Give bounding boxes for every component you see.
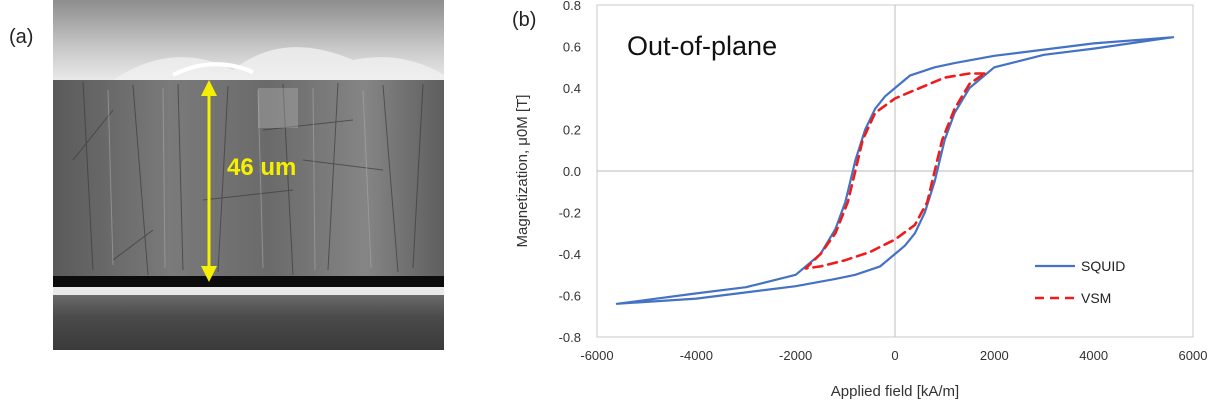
y-tick-label: 0.8 — [563, 0, 581, 13]
y-tick-label: -0.8 — [559, 330, 581, 345]
series-lines — [615, 36, 1175, 305]
y-tick-labels: 0.8 0.6 0.4 0.2 0.0 -0.2 -0.4 -0.6 -0.8 — [559, 0, 581, 345]
sem-cross-section-image: 46 um — [53, 0, 444, 350]
legend: SQUID VSM — [1035, 258, 1125, 306]
legend-label-squid: SQUID — [1081, 258, 1125, 274]
zero-gridlines — [597, 5, 1193, 337]
x-tick-label: 0 — [891, 348, 898, 363]
x-axis-title: Applied field [kA/m] — [831, 383, 959, 400]
hysteresis-chart: (b) 0.8 0.6 0.4 0.2 0.0 -0.2 -0.4 -0.6 -0.8 -600… — [512, 0, 1207, 400]
y-tick-label: -0.6 — [559, 289, 581, 304]
series-vsm-line — [804, 72, 986, 270]
legend-label-vsm: VSM — [1081, 290, 1111, 306]
x-tick-label: 2000 — [980, 348, 1009, 363]
sem-image-drawing — [53, 0, 444, 350]
thickness-arrow — [201, 80, 217, 282]
x-tick-label: -2000 — [779, 348, 812, 363]
y-tick-label: 0.2 — [563, 123, 581, 138]
series-squid-line — [615, 36, 1175, 305]
x-tick-labels: -6000 -4000 -2000 0 2000 4000 6000 — [580, 348, 1207, 363]
y-tick-label: 0.0 — [563, 164, 581, 179]
y-tick-label: -0.2 — [559, 206, 581, 221]
x-tick-label: -6000 — [580, 348, 613, 363]
panel-a-label: (a) — [9, 26, 34, 48]
y-tick-label: 0.6 — [563, 40, 581, 55]
y-tick-label: 0.4 — [563, 81, 581, 96]
x-tick-label: 4000 — [1079, 348, 1108, 363]
chart-title: Out-of-plane — [627, 31, 777, 61]
x-tick-label: -4000 — [680, 348, 713, 363]
y-tick-label: -0.4 — [559, 247, 581, 262]
panel-b-label: (b) — [512, 9, 536, 31]
x-tick-label: 6000 — [1179, 348, 1208, 363]
thickness-label: 46 um — [227, 154, 297, 181]
y-axis-title: Magnetization, μ0M [T] — [514, 95, 531, 248]
